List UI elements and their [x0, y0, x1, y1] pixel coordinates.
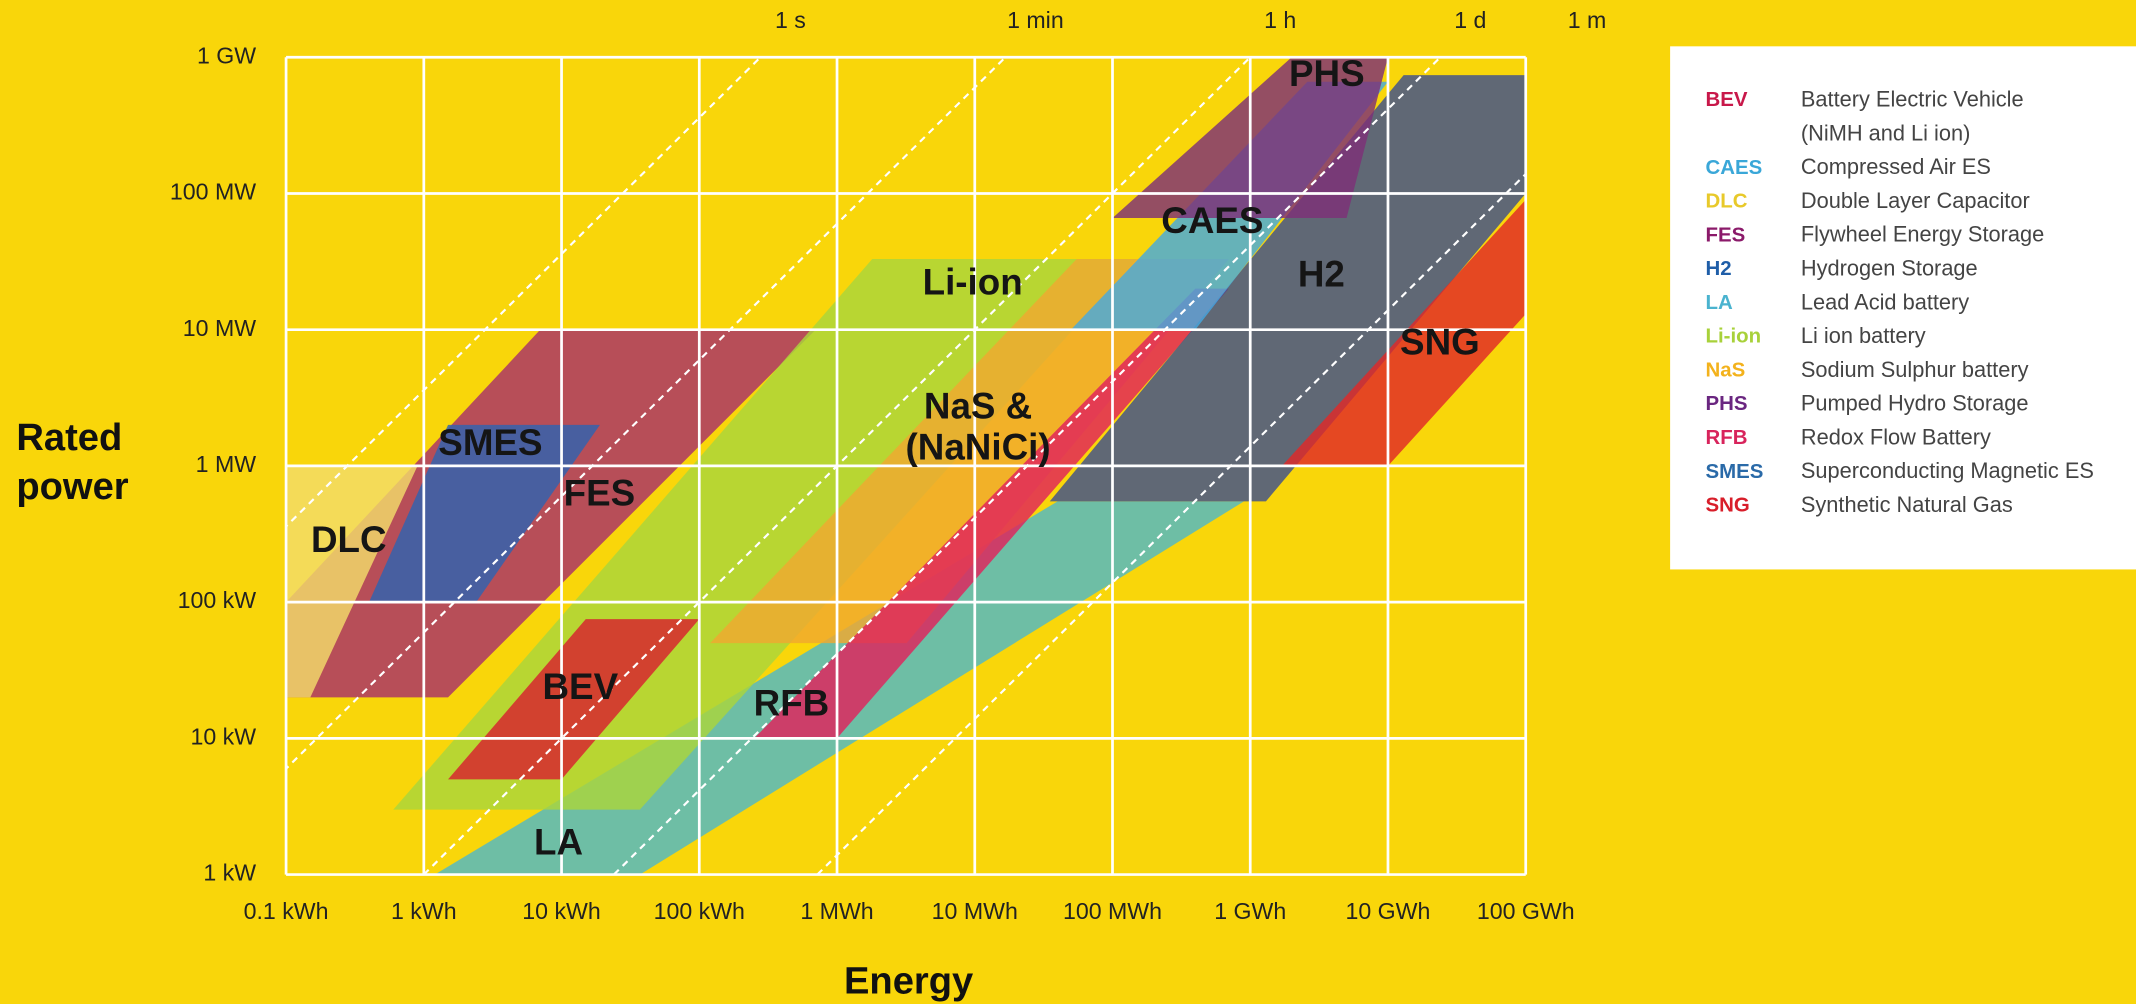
region — [286, 329, 816, 698]
region-label: H2 — [1298, 253, 1345, 294]
x-tick-label: 10 MWh — [932, 898, 1018, 924]
legend-text: Synthetic Natural Gas — [1801, 492, 2013, 517]
legend-abbr: Li-ion — [1706, 326, 1762, 348]
x-tick-label: 100 MWh — [1063, 898, 1162, 924]
y-axis-title: Rated — [16, 416, 122, 459]
region — [710, 258, 1229, 644]
regions — [286, 57, 1526, 875]
x-axis-title: Energy — [844, 960, 973, 1003]
x-tick-label: 1 MWh — [800, 898, 873, 924]
time-label: 1 s — [775, 7, 806, 33]
labels: FES DLC SMES LA Li-ion BEV NaS &(NaNiCi) RFB H2 C… — [170, 7, 1606, 924]
region-label: DLC — [311, 519, 387, 560]
time-line — [423, 57, 1252, 875]
region — [754, 288, 1229, 739]
time-label: 1 min — [1007, 7, 1064, 33]
region-label: Li-ion — [923, 261, 1023, 302]
region — [1049, 75, 1526, 502]
legend-abbr: SNG — [1706, 495, 1750, 517]
x-tick-label: 0.1 kWh — [244, 898, 329, 924]
region-label: NaS & — [924, 385, 1032, 426]
legend-abbr: SMES — [1706, 461, 1764, 483]
y-tick-label: 1 GW — [197, 42, 256, 68]
region — [1282, 199, 1526, 466]
y-tick-label: 10 kW — [191, 723, 257, 749]
legend-box — [1670, 46, 2136, 570]
x-tick-label: 100 GWh — [1477, 898, 1575, 924]
y-tick-label: 1 MW — [196, 451, 257, 477]
y-tick-label: 100 kW — [178, 587, 257, 613]
x-tick-label: 1 kWh — [391, 898, 457, 924]
legend-text: Superconducting Magnetic ES — [1801, 458, 2094, 483]
time-label: 1 d — [1454, 7, 1486, 33]
time-label: 1 h — [1264, 7, 1296, 33]
time-label: 1 m — [1568, 7, 1607, 33]
legend-text: Li ion battery — [1801, 323, 1926, 348]
legend-text: (NiMH and Li ion) — [1801, 120, 1970, 145]
legend-text: Battery Electric Vehicle — [1801, 87, 2024, 112]
region — [286, 465, 418, 698]
y-tick-label: 10 MW — [183, 315, 256, 341]
legend-abbr: BEV — [1706, 89, 1748, 111]
y-tick-label: 1 kW — [203, 860, 256, 886]
time-lines — [286, 57, 1526, 875]
x-tick-label: 100 kWh — [654, 898, 745, 924]
y-tick-label: 100 MW — [170, 179, 256, 205]
legend-text: Pumped Hydro Storage — [1801, 391, 2029, 416]
region-label: SMES — [438, 422, 542, 463]
region-label: LA — [534, 821, 583, 862]
region-label: BEV — [543, 666, 619, 707]
legend-text: Double Layer Capacitor — [1801, 188, 2030, 213]
legend-abbr: PHS — [1706, 393, 1748, 415]
x-tick-label: 10 kWh — [522, 898, 600, 924]
time-line — [816, 172, 1526, 875]
time-line — [286, 57, 762, 528]
region-label: (NaNiCi) — [906, 426, 1051, 467]
legend: BEV Battery Electric Vehicle (NiMH and Li … — [1706, 87, 2094, 517]
y-axis-title: power — [16, 465, 128, 508]
time-line — [613, 57, 1442, 875]
legend-abbr: CAES — [1706, 157, 1763, 179]
legend-abbr: DLC — [1706, 191, 1748, 213]
legend-abbr: NaS — [1706, 359, 1746, 381]
legend-text: Sodium Sulphur battery — [1801, 357, 2029, 382]
legend-abbr: FES — [1706, 224, 1746, 246]
legend-text: Redox Flow Battery — [1801, 424, 1991, 449]
x-tick-label: 10 GWh — [1346, 898, 1431, 924]
region-label: CAES — [1161, 200, 1263, 241]
time-line — [286, 57, 1007, 771]
legend-text: Flywheel Energy Storage — [1801, 222, 2044, 247]
region-label: RFB — [754, 682, 830, 723]
legend-text: Lead Acid battery — [1801, 289, 1969, 314]
region-label: FES — [564, 473, 636, 514]
region — [369, 424, 600, 603]
region-label: PHS — [1289, 53, 1365, 94]
legend-text: Hydrogen Storage — [1801, 255, 1978, 280]
legend-abbr: LA — [1706, 292, 1733, 314]
legend-abbr: H2 — [1706, 258, 1732, 280]
legend-text: Compressed Air ES — [1801, 154, 1991, 179]
x-tick-label: 1 GWh — [1214, 898, 1286, 924]
grid — [284, 55, 1528, 876]
region-label: SNG — [1400, 321, 1480, 362]
legend-abbr: RFB — [1706, 427, 1748, 449]
